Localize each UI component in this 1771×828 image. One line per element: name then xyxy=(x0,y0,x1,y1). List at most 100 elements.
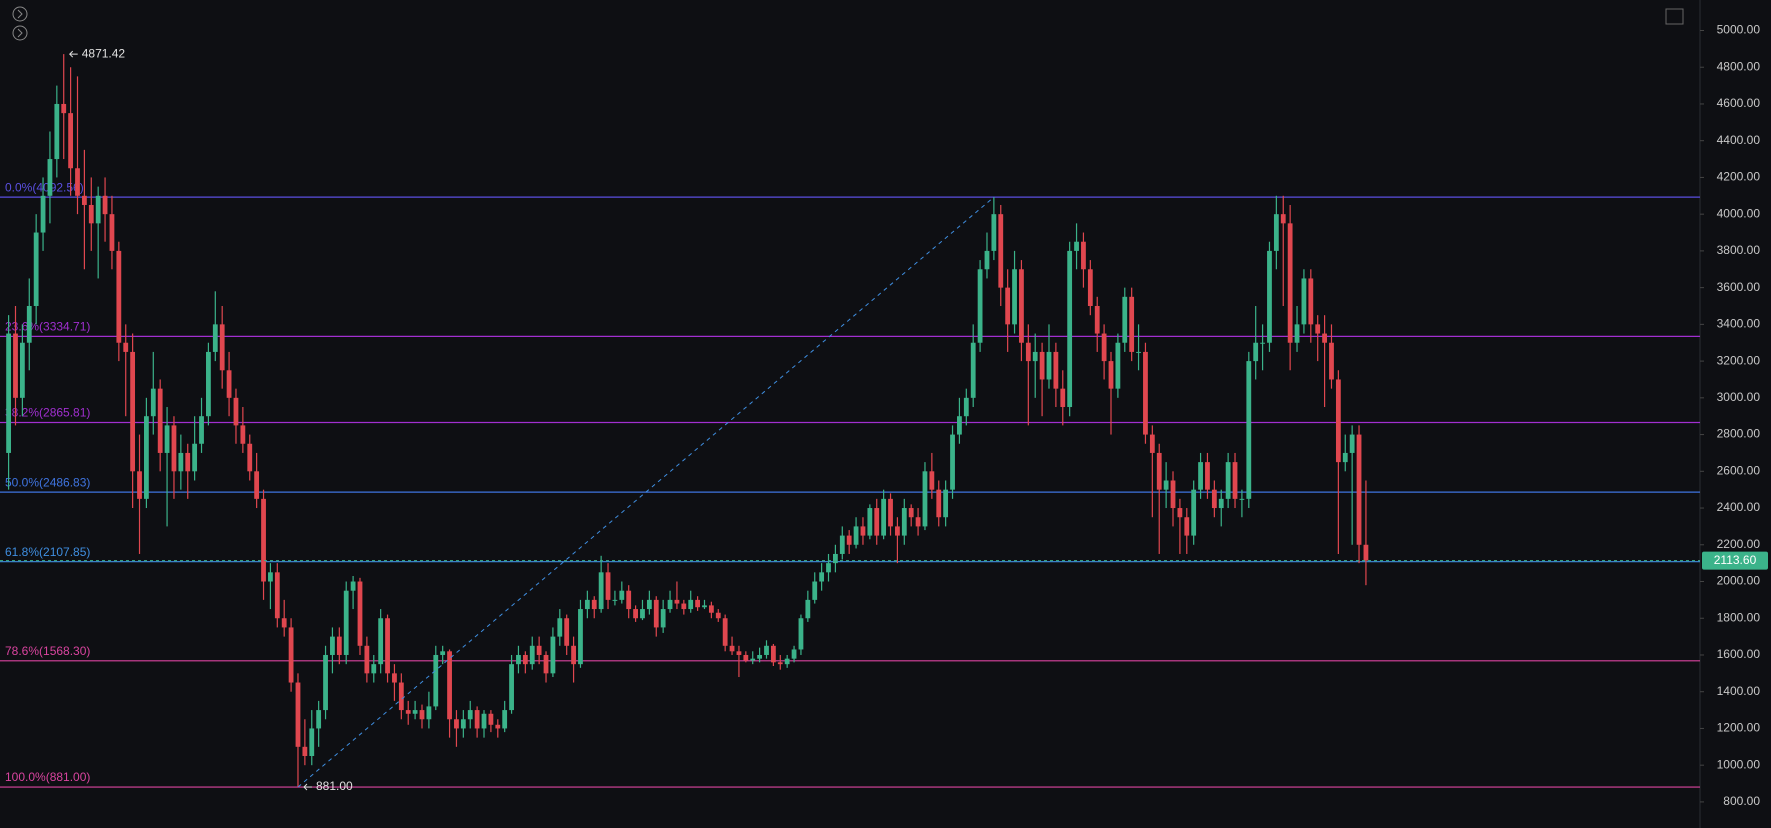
candle-body xyxy=(1019,269,1024,343)
button-icon[interactable] xyxy=(17,28,23,38)
candle-body xyxy=(274,572,280,619)
candle-body xyxy=(1301,278,1307,325)
candle-body xyxy=(1156,452,1162,490)
candle-body xyxy=(550,636,556,674)
candle-body xyxy=(1081,241,1086,270)
button-icon[interactable] xyxy=(12,25,28,41)
candle-body xyxy=(75,168,80,196)
candle-body xyxy=(1239,498,1245,500)
candle-body xyxy=(1335,379,1341,463)
candle-body xyxy=(1046,351,1052,380)
candle-body xyxy=(660,609,666,628)
candle-body xyxy=(281,618,287,628)
y-tick-label: 800.00 xyxy=(1723,794,1760,808)
y-tick-label: 4400.00 xyxy=(1717,133,1761,147)
y-tick-label: 1200.00 xyxy=(1717,721,1761,735)
candle-body xyxy=(47,159,53,196)
button-icon[interactable] xyxy=(12,6,28,22)
candle-body xyxy=(336,636,342,655)
candle-body xyxy=(1108,361,1114,389)
y-tick-label: 1400.00 xyxy=(1717,684,1761,698)
candle-body xyxy=(557,618,563,637)
candle-body xyxy=(123,342,129,352)
y-tick-label: 2200.00 xyxy=(1717,537,1761,551)
candle-body xyxy=(895,526,900,536)
last-price-box xyxy=(1702,551,1768,570)
candle-body xyxy=(405,710,411,714)
candle-body xyxy=(888,498,893,527)
last-price-label: 2113.60 xyxy=(1714,553,1757,567)
y-tick-label: 3200.00 xyxy=(1717,353,1761,367)
button-icon[interactable] xyxy=(17,9,23,19)
candle-body xyxy=(371,664,377,674)
candle-body xyxy=(1149,434,1155,453)
fullscreen-button[interactable] xyxy=(1665,8,1684,25)
candle-body xyxy=(1246,361,1252,499)
candle-body xyxy=(219,324,225,371)
candle-body xyxy=(109,214,115,251)
y-tick-label: 2600.00 xyxy=(1717,463,1761,477)
candle-body xyxy=(1191,489,1197,536)
candle-body xyxy=(826,563,831,573)
fib-label: 100.0%(881.00) xyxy=(5,770,90,784)
candle-body xyxy=(357,581,363,646)
candle-body xyxy=(1060,388,1066,408)
candle-body xyxy=(1136,351,1141,353)
arrow xyxy=(303,783,312,791)
candle-body xyxy=(715,612,721,619)
candle-body xyxy=(1273,214,1279,251)
candle-body xyxy=(853,526,859,545)
y-tick-label: 1000.00 xyxy=(1717,757,1761,771)
candle-body xyxy=(144,416,149,499)
candle-body xyxy=(385,618,390,674)
candle-body xyxy=(447,651,452,720)
candle-body xyxy=(233,397,239,426)
candle-body xyxy=(1170,480,1176,509)
candle-body xyxy=(605,572,611,600)
high-label: 4871.42 xyxy=(82,46,126,60)
candle-body xyxy=(54,103,60,160)
candle-body xyxy=(1094,306,1100,334)
candle-body xyxy=(150,388,156,417)
candle-body xyxy=(943,489,949,518)
candle-body xyxy=(1143,351,1148,435)
candle-body xyxy=(254,471,260,499)
candle-body xyxy=(412,710,418,714)
candle-body xyxy=(502,710,508,729)
candle-body xyxy=(495,724,501,729)
candle-body xyxy=(19,342,25,398)
candle-body xyxy=(688,599,694,610)
candle-body xyxy=(343,590,349,655)
candle-body xyxy=(350,581,356,591)
candle-body xyxy=(846,535,852,545)
candle-body xyxy=(729,645,735,652)
candle-body xyxy=(157,388,163,453)
candle-body xyxy=(1294,324,1300,343)
candle-body xyxy=(1322,333,1327,343)
candle-body xyxy=(1129,296,1135,352)
candle-body xyxy=(736,651,742,655)
candle-body xyxy=(268,572,273,582)
candle-body xyxy=(1211,489,1217,509)
candle-body xyxy=(509,664,514,711)
candle-body xyxy=(247,443,253,472)
candle-body xyxy=(295,682,301,747)
candle-body xyxy=(901,508,907,536)
candle-body xyxy=(702,605,707,608)
candle-body xyxy=(178,452,184,472)
candle-body xyxy=(199,416,204,444)
y-tick-label: 3600.00 xyxy=(1717,280,1761,294)
candle-body xyxy=(454,719,459,729)
candle-body xyxy=(516,654,521,665)
candle-body xyxy=(833,553,838,564)
candle-body xyxy=(398,682,404,711)
candle-body xyxy=(805,599,811,619)
y-tick-label: 1800.00 xyxy=(1717,610,1761,624)
candle-body xyxy=(819,572,825,582)
fib-label: 78.6%(1568.30) xyxy=(5,644,90,658)
candle-body xyxy=(1253,342,1259,362)
collapse-buttons[interactable] xyxy=(12,6,28,41)
candle-body xyxy=(591,599,597,610)
fib-label: 23.6%(3334.71) xyxy=(5,320,90,334)
